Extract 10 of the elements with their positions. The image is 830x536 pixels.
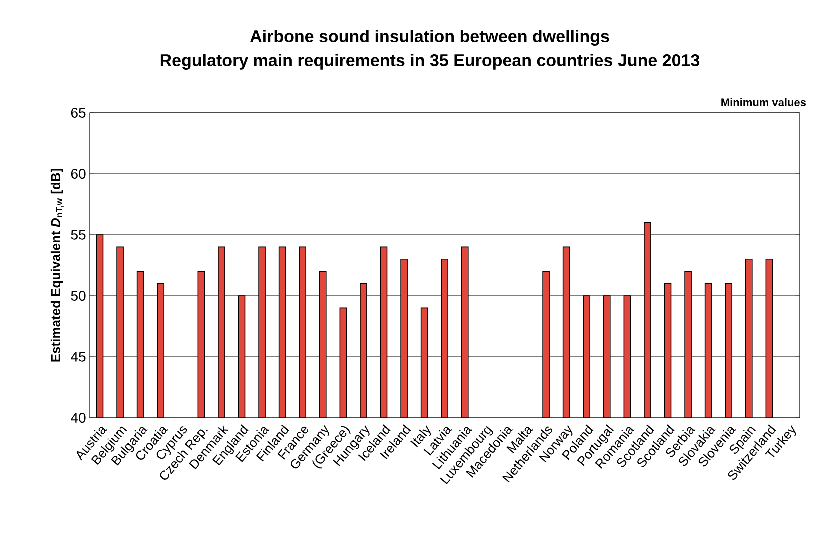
y-tick-label: 40 [71, 413, 86, 423]
y-tick-label: 45 [71, 352, 86, 362]
y-axis-title: Estimated Equivalent D$_{nT,w}$ [dB] [50, 169, 64, 362]
chart-subtitle: Regulatory main requirements in 35 European countries June 2013 [160, 54, 700, 70]
text: Minimum values [722, 98, 806, 106]
y-tick-label: 60 [71, 169, 86, 179]
y-tick-label: 50 [71, 291, 86, 301]
chart-title: Airbone sound insulation between dwellings [250, 30, 610, 46]
y-tick-label: 65 [71, 108, 86, 118]
y-tick-label: 55 [71, 230, 86, 240]
